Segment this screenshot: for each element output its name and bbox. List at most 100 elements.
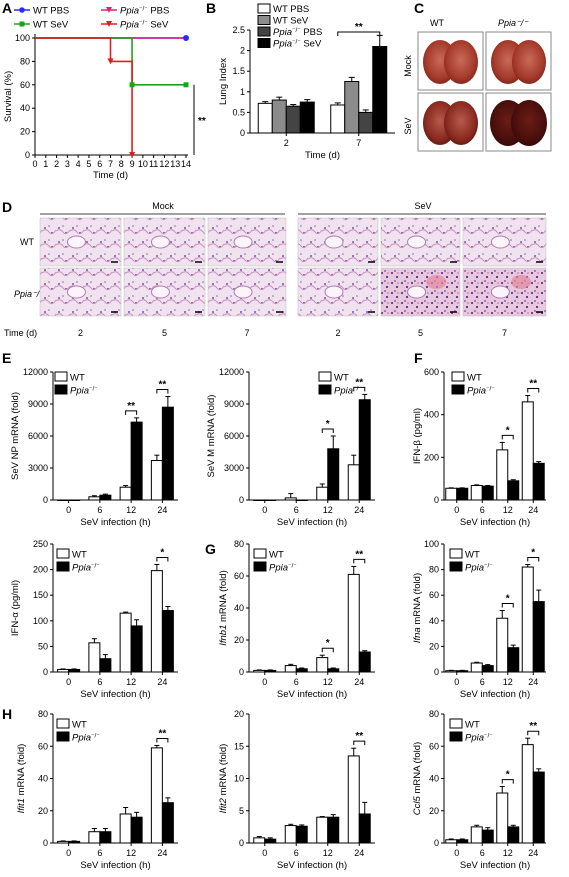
row-label-ko: Ppia⁻/⁻ [14,289,45,299]
bar [150,570,163,673]
bar [253,669,266,673]
x-tick-label: 0 [262,505,267,515]
legend-label: WT PBS [273,4,309,15]
sig-bracket [321,647,334,653]
y-tick-label: 0 [240,128,245,138]
sig-label: ** [529,721,537,732]
x-tick-label: 9 [130,159,135,169]
legend-label: Ppia⁻/⁻ [465,563,493,574]
x-tick-label: 14 [181,159,191,169]
y-axis-label-suffix: mRNA (fold) [412,573,423,627]
bar [57,668,70,673]
gene-name: Ppia [467,386,486,397]
airway [66,285,86,299]
y-axis-label-suffix: mRNA (fold) [218,570,229,624]
legend-label: WT [465,720,480,731]
x-tick-label: 6 [97,848,102,858]
y-tick-label: 5 [239,806,244,816]
bar [532,771,545,844]
legend-suffix: PBS [301,27,323,38]
sig-bracket [353,558,366,564]
legend-label: Ppia⁻/⁻ [465,733,493,744]
legend-swatch [56,561,70,572]
panel-letter-d: D [2,199,12,215]
x-axis-label: SeV infection (h) [277,689,347,700]
legend-label: WT SeV [273,16,309,27]
point-wt-sev [129,82,135,88]
legend-label: Ppia⁻/⁻ PBS [273,27,322,38]
x-tick-label: 1 [43,159,48,169]
y-axis-label: Ifnb1 mRNA (fold) [218,570,229,646]
x-tick-label: 12 [323,677,333,687]
hemorrhage [426,275,447,289]
legend-swatch [318,384,332,395]
y-tick-label: 12000 [219,367,244,377]
x-tick-label: 7 [108,159,113,169]
time-tick-label: 7 [244,328,249,338]
y-tick-label: 9000 [224,399,244,409]
airway [233,235,253,249]
y-tick-label: 60 [234,571,244,581]
gene-name: Ifit2 [218,797,229,813]
sig-label: * [506,425,510,436]
airway [150,285,170,299]
lung-photo-grid: WT Ppia⁻/⁻ Mock SeV [403,18,552,152]
bar [285,105,301,134]
x-tick-label: 4 [76,159,81,169]
histology-grid: Mock SeV WT Ppia⁻/⁻ Time (d) 2 5 7 2 5 7 [4,201,547,338]
x-tick-label: 0 [66,505,71,515]
x-tick-label: 24 [528,505,538,515]
y-axis-label: Ccl5 mRNA (fold) [412,742,423,815]
legend-swatch [56,548,70,559]
panel-letter-b: B [206,0,216,16]
x-tick-label: 24 [354,848,364,858]
ifn-alpha-chart: 0 50 100 150 200 250 IFN-α (pg/ml) 0 6 12 24 SeV in… [10,539,178,700]
bar [299,101,315,134]
x-tick-label: 0 [262,848,267,858]
x-tick-label: 3 [65,159,70,169]
legend-swatch [257,15,271,25]
y-tick-label: 20 [429,641,439,651]
legend-label: Ppia⁻/⁻ [467,386,495,397]
sig-label: ** [127,401,135,412]
gene-name: Ppia [269,563,288,574]
x-axis-label: SeV infection (h) [277,517,347,528]
airway [324,235,344,249]
bar [264,838,277,844]
x-axis-label: SeV infection (h) [80,860,150,871]
bar [481,829,494,844]
x-axis-label: SeV infection (h) [460,689,530,700]
y-axis-label: SeV M mRNA (fold) [206,395,217,478]
bar [327,668,340,673]
bar [347,573,360,673]
bar [264,669,277,673]
bar [88,831,101,844]
bar [316,657,329,673]
x-axis-label: SeV infection (h) [80,689,150,700]
bar [470,662,483,673]
legend-label: WT [334,373,349,384]
bar [456,487,469,501]
panel-letter-c: C [414,0,424,16]
x-axis-label: Time (d) [93,170,128,181]
sig-bracket [353,740,366,746]
bar [119,612,132,673]
y-tick-label: 0 [239,495,244,505]
sig-label: ** [529,378,537,389]
bar [521,401,534,501]
x-tick-label: 0 [66,677,71,687]
sig-label: ** [198,116,206,127]
x-axis-label: SeV infection (h) [80,517,150,528]
genotype-superscript: ⁻/⁻ [91,733,100,740]
airway [233,285,253,299]
point-wt-sev [183,82,189,88]
y-axis-label: IFN-α (pg/ml) [10,580,21,636]
legend-suffix: SeV [148,20,169,31]
y-tick-label: 60 [429,741,439,751]
sig-bracket [501,434,514,440]
legend-label: WT SeV [33,20,69,31]
bar [327,816,340,844]
y-tick-label: 0 [43,838,48,848]
x-axis-label: SeV infection (h) [460,860,530,871]
legend-swatch [253,561,267,572]
